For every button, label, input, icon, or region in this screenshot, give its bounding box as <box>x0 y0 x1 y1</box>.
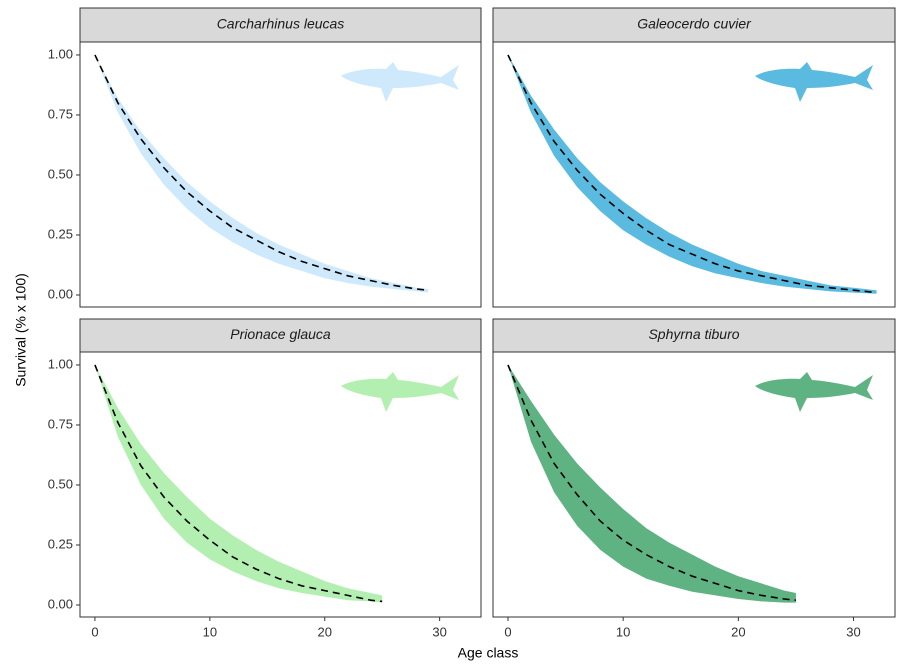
shark-silhouette <box>755 372 873 412</box>
shark-silhouette <box>341 372 459 412</box>
x-axis-title: Age class <box>458 645 519 661</box>
x-tick-label: 20 <box>318 624 332 639</box>
ribbon <box>507 54 877 294</box>
y-tick-label: 0.00 <box>48 286 73 301</box>
shark-silhouette <box>755 62 873 102</box>
x-tick-label: 30 <box>432 624 446 639</box>
shark-icon <box>755 372 873 412</box>
mean-line <box>94 364 383 603</box>
y-tick-label: 0.25 <box>48 226 73 241</box>
y-tick-label: 1.00 <box>48 46 73 61</box>
x-tick-label: 0 <box>504 624 511 639</box>
x-tick-label: 30 <box>846 624 860 639</box>
strip-background <box>79 7 482 43</box>
ribbon <box>94 364 383 603</box>
strip-title: Galeocerdo cuvier <box>637 16 752 32</box>
y-tick-label: 0.00 <box>48 596 73 611</box>
shark-icon <box>755 62 873 102</box>
mean-line <box>507 364 797 601</box>
strip-title: Carcharhinus leucas <box>217 16 345 32</box>
shark-silhouette <box>341 62 459 102</box>
y-tick-label: 0.50 <box>48 476 73 491</box>
ribbon <box>507 364 796 603</box>
panel-border <box>492 351 896 618</box>
ribbon <box>94 54 429 293</box>
mean-line <box>94 54 429 291</box>
x-tick-label: 10 <box>203 624 217 639</box>
panel-border <box>492 41 896 308</box>
y-tick-label: 0.50 <box>48 166 73 181</box>
y-tick-label: 0.25 <box>48 536 73 551</box>
x-tick-label: 20 <box>731 624 745 639</box>
strip-background <box>492 318 896 353</box>
strip-background <box>492 7 896 43</box>
y-tick-label: 0.75 <box>48 106 73 121</box>
strip-title: Sphyrna tiburo <box>648 326 739 342</box>
x-tick-label: 10 <box>616 624 630 639</box>
shark-icon <box>341 372 459 412</box>
y-tick-label: 1.00 <box>48 356 73 371</box>
x-tick-label: 0 <box>91 624 98 639</box>
strip-title: Prionace glauca <box>230 326 331 342</box>
y-axis-title: Survival (% x 100) <box>13 273 29 387</box>
y-tick-label: 0.75 <box>48 416 73 431</box>
shark-icon <box>341 62 459 102</box>
mean-line <box>507 54 877 294</box>
